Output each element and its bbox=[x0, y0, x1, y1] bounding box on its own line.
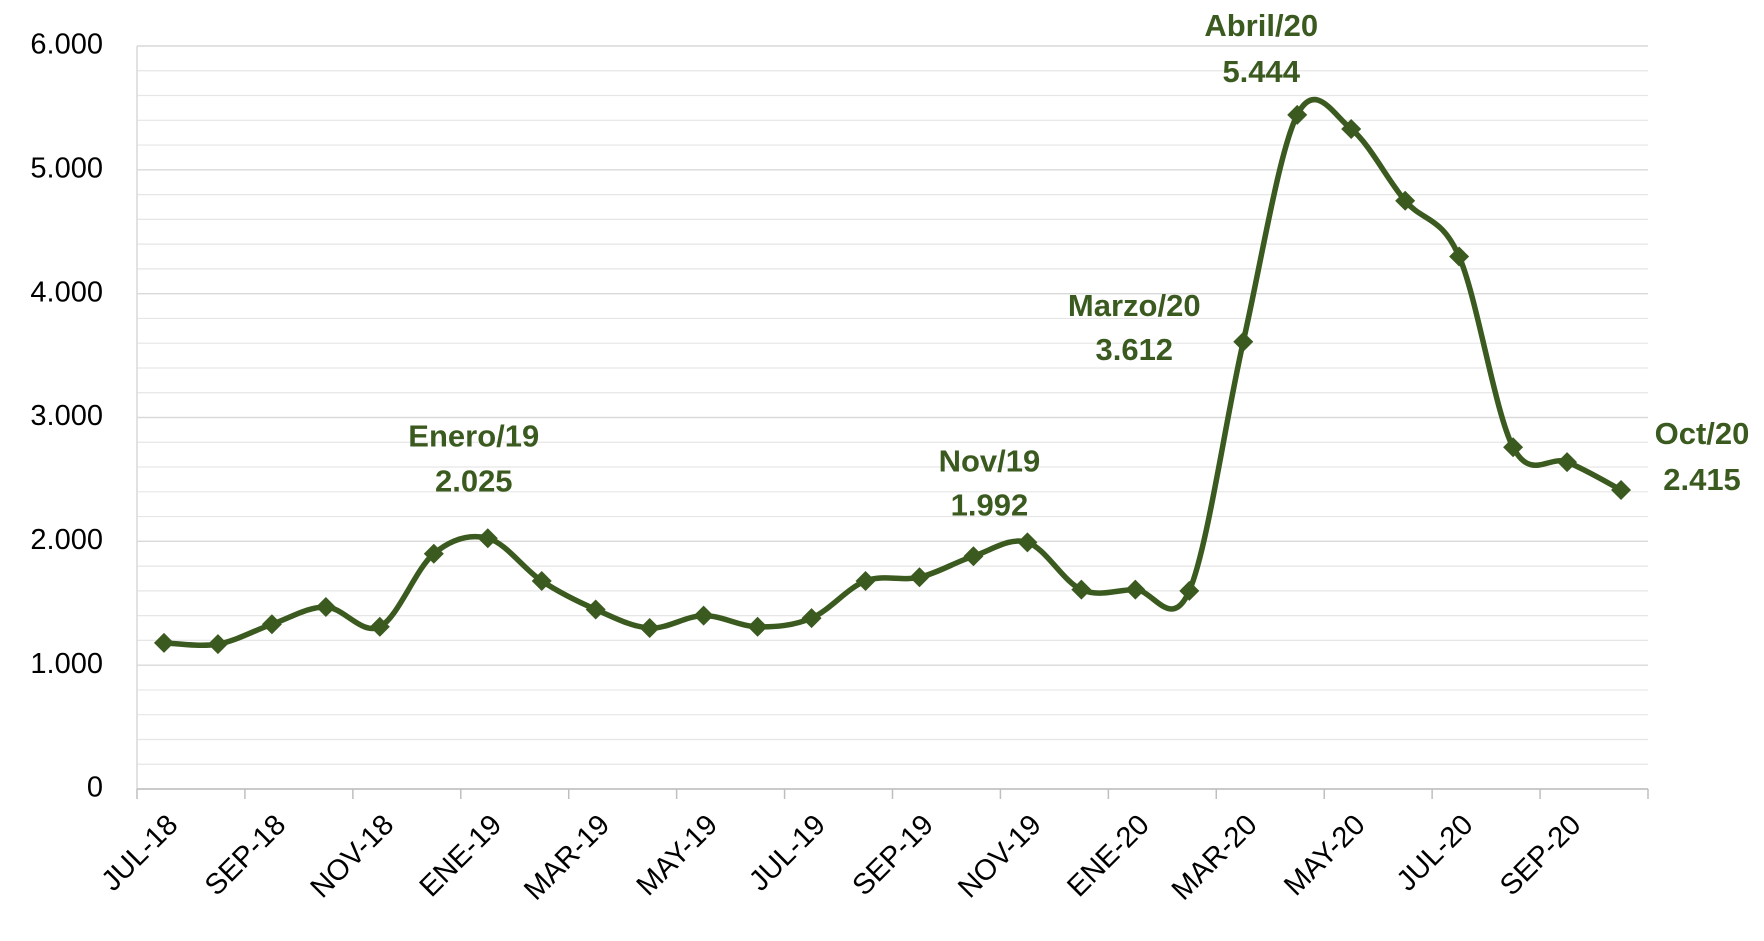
marker bbox=[963, 546, 984, 567]
y-tick-label: 0 bbox=[87, 772, 103, 804]
marker bbox=[1341, 118, 1362, 139]
marker bbox=[1125, 579, 1146, 600]
marker bbox=[315, 596, 336, 617]
marker bbox=[1017, 532, 1038, 553]
annotation-label: Oct/20 bbox=[1655, 416, 1750, 451]
annotation-label: Marzo/20 bbox=[1068, 288, 1201, 323]
annotation-label: Enero/19 bbox=[408, 418, 539, 453]
data-label: 2.415 bbox=[1663, 462, 1741, 497]
marker bbox=[477, 528, 498, 549]
marker bbox=[531, 570, 552, 591]
marker bbox=[153, 632, 174, 653]
y-tick-label: 3.000 bbox=[30, 400, 103, 432]
marker bbox=[1179, 580, 1200, 601]
marker bbox=[1611, 479, 1632, 500]
annotation-label: Nov/19 bbox=[939, 444, 1041, 479]
marker bbox=[1071, 579, 1092, 600]
marker bbox=[369, 616, 390, 637]
marker bbox=[1287, 104, 1308, 125]
marker bbox=[1233, 331, 1254, 352]
data-label: 3.612 bbox=[1095, 332, 1173, 367]
data-label: 2.025 bbox=[435, 463, 513, 498]
marker bbox=[747, 616, 768, 637]
marker bbox=[1395, 190, 1416, 211]
marker bbox=[801, 608, 822, 629]
marker bbox=[585, 599, 606, 620]
marker bbox=[261, 614, 282, 635]
marker bbox=[909, 567, 930, 588]
y-tick-label: 4.000 bbox=[30, 276, 103, 308]
marker bbox=[1449, 246, 1470, 267]
y-tick-label: 6.000 bbox=[30, 29, 103, 61]
y-tick-label: 1.000 bbox=[30, 648, 103, 680]
data-label: 5.444 bbox=[1222, 54, 1300, 89]
marker bbox=[693, 605, 714, 626]
marker bbox=[207, 634, 228, 655]
marker bbox=[855, 570, 876, 591]
marker bbox=[639, 618, 660, 639]
annotation-label: Abril/20 bbox=[1204, 8, 1318, 43]
marker bbox=[1503, 437, 1524, 458]
data-label: 1.992 bbox=[951, 488, 1029, 523]
y-tick-label: 2.000 bbox=[30, 524, 103, 556]
y-tick-label: 5.000 bbox=[30, 152, 103, 184]
marker bbox=[423, 543, 444, 564]
marker bbox=[1557, 452, 1578, 473]
